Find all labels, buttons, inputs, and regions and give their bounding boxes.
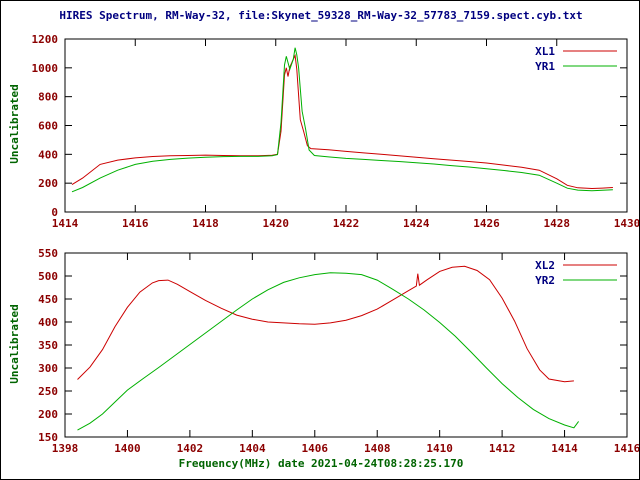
y-tick-label: 200 — [38, 177, 58, 190]
y-tick-label: 800 — [38, 91, 58, 104]
x-tick-label: 1406 — [302, 442, 329, 455]
x-tick-label: 1400 — [114, 442, 141, 455]
y-tick-label: 400 — [38, 148, 58, 161]
series-XL2-line — [77, 265, 574, 383]
y-tick-label: 250 — [38, 385, 58, 398]
y-tick-label: 500 — [38, 270, 58, 283]
y-tick-label: 150 — [38, 431, 58, 444]
y-tick-label: 450 — [38, 293, 58, 306]
x-tick-label: 1402 — [177, 442, 204, 455]
y-tick-label: 350 — [38, 339, 58, 352]
x-tick-label: 1428 — [544, 217, 571, 230]
y-tick-label: 600 — [38, 120, 58, 133]
y-tick-label: 400 — [38, 316, 58, 329]
y-tick-label: 300 — [38, 362, 58, 375]
legend-label-XL1: XL1 — [535, 45, 555, 58]
y-tick-label: 0 — [51, 206, 58, 219]
series-XL1-line — [71, 53, 613, 190]
plot-title: HIRES Spectrum, RM-Way-32, file:Skynet_5… — [59, 9, 583, 22]
x-tick-label: 1418 — [192, 217, 219, 230]
x-tick-label: 1430 — [614, 217, 640, 230]
x-tick-label: 1416 — [122, 217, 149, 230]
x-tick-label: 1422 — [333, 217, 360, 230]
x-tick-label: 1410 — [426, 442, 453, 455]
x-tick-label: 1416 — [614, 442, 640, 455]
series-YR2-line — [77, 272, 580, 431]
x-tick-label: 1426 — [473, 217, 500, 230]
legend-label-YR2: YR2 — [535, 274, 555, 287]
x-tick-label: 1414 — [52, 217, 79, 230]
x-tick-label: 1414 — [551, 442, 578, 455]
x-tick-label: 1398 — [52, 442, 79, 455]
y-tick-label: 1000 — [32, 62, 59, 75]
x-tick-label: 1412 — [489, 442, 516, 455]
x-tick-label: 1408 — [364, 442, 391, 455]
bottom-spectrum-plot: 1398 1400 1402 1404 1406 1408 1410 1412 1414 1416… — [38, 247, 640, 455]
top-spectrum-plot: 1414 1416 1418 1420 1422 1424 1426 1428 1430 0 200… — [32, 33, 640, 230]
y-tick-label: 1200 — [32, 33, 59, 46]
x-tick-label: 1424 — [403, 217, 430, 230]
series-YR1-line — [71, 47, 613, 193]
y-tick-label: 200 — [38, 408, 58, 421]
x-tick-label: 1420 — [263, 217, 290, 230]
x-axis-label: Frequency(MHz) date 2021-04-24T08:28:25.… — [178, 457, 464, 470]
y-tick-label: 550 — [38, 247, 58, 260]
x-tick-label: 1404 — [239, 442, 266, 455]
legend-label-XL2: XL2 — [535, 259, 555, 272]
legend-label-YR1: YR1 — [535, 60, 555, 73]
